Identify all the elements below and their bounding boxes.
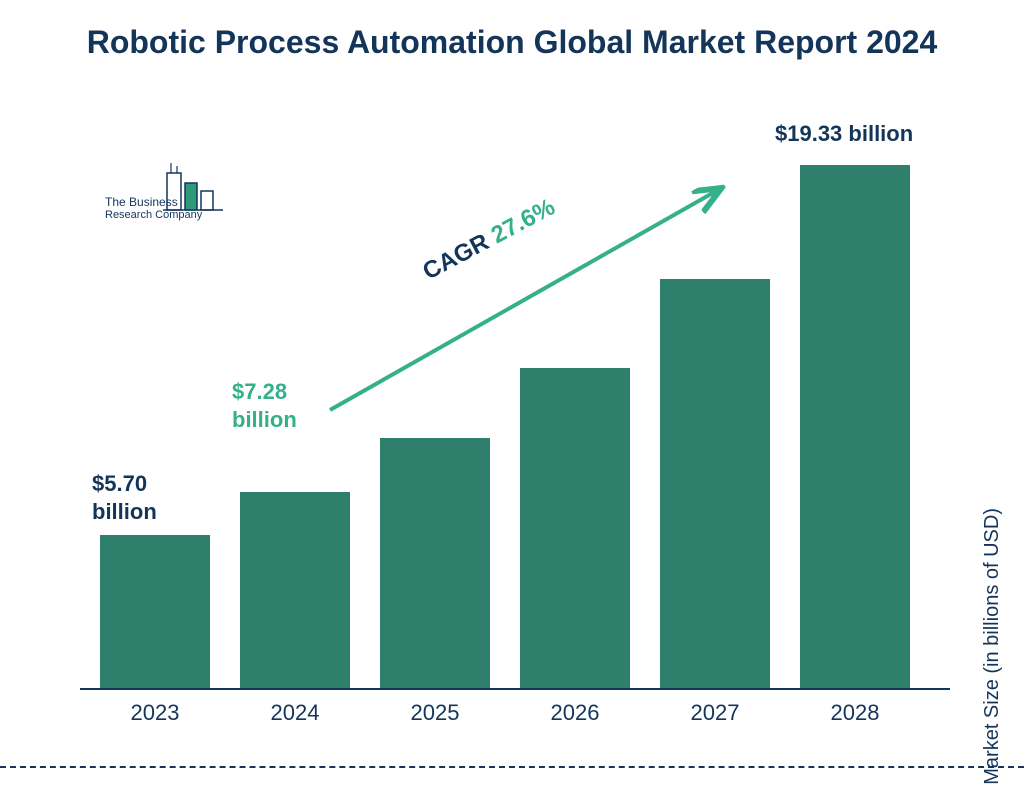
value-callout-2024: $7.28 billion [232, 378, 297, 433]
callout-unit: billion [232, 406, 297, 434]
callout-value: $7.28 [232, 378, 297, 406]
bar-2026 [520, 368, 630, 690]
category-label-2024: 2024 [235, 700, 355, 726]
category-label-2026: 2026 [515, 700, 635, 726]
y-axis-label: Market Size (in billions of USD) [981, 508, 1004, 785]
category-label-2028: 2028 [795, 700, 915, 726]
bar-2025 [380, 438, 490, 690]
chart-baseline [80, 688, 950, 690]
category-label-2025: 2025 [375, 700, 495, 726]
callout-unit: billion [92, 498, 157, 526]
category-label-2027: 2027 [655, 700, 775, 726]
bar-2023 [100, 535, 210, 690]
callout-value: $19.33 billion [775, 121, 913, 146]
callout-value: $5.70 [92, 470, 157, 498]
bar-2024 [240, 492, 350, 690]
category-label-2023: 2023 [95, 700, 215, 726]
bar-2027 [660, 279, 770, 690]
value-callout-2028: $19.33 billion [775, 120, 913, 148]
chart-title: Robotic Process Automation Global Market… [0, 22, 1024, 64]
value-callout-2023: $5.70 billion [92, 470, 157, 525]
bar-2028 [800, 165, 910, 690]
